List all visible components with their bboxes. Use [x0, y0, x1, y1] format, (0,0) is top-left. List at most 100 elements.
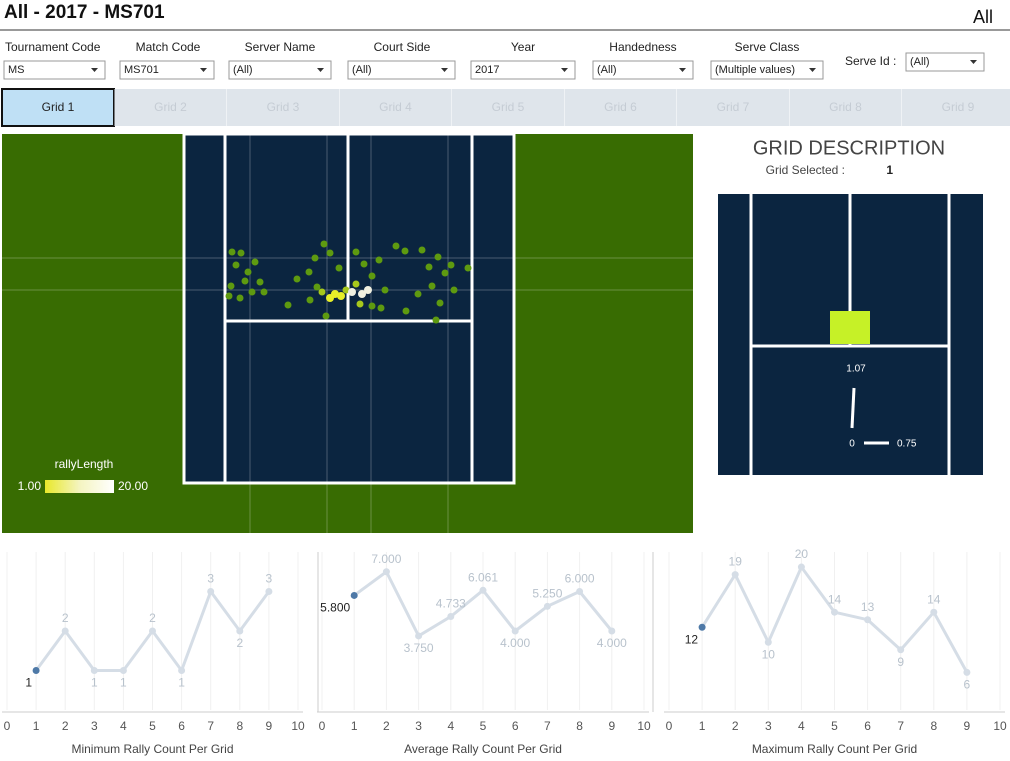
x-tick-label: 10 — [291, 719, 305, 733]
point — [447, 613, 455, 621]
filter-label: Serve Class — [735, 40, 800, 54]
legend-title: rallyLength — [55, 457, 114, 471]
x-tick-label: 8 — [930, 719, 937, 733]
x-tick-label: 0 — [4, 719, 11, 733]
dropdown-value: 2017 — [475, 64, 499, 76]
header-title: All - 2017 - MS701 — [4, 2, 165, 23]
point — [963, 668, 971, 676]
dropdown-arrow — [200, 68, 207, 72]
dropdown-value: (Multiple values) — [715, 64, 795, 76]
x-tick-label: 2 — [383, 719, 390, 733]
dropdown[interactable] — [119, 60, 215, 80]
x-tick-label: 3 — [765, 719, 772, 733]
tab-label: Grid 8 — [829, 100, 862, 114]
dropdown-value: (All) — [597, 64, 617, 76]
tab[interactable] — [1, 88, 115, 127]
x-tick-label: 3 — [415, 719, 422, 733]
tab[interactable] — [677, 89, 789, 126]
dropdown-arrow — [679, 68, 686, 72]
x-tick-label: 2 — [62, 719, 69, 733]
point — [764, 638, 772, 646]
tab[interactable] — [114, 89, 227, 126]
dropdown-arrow — [441, 68, 448, 72]
point — [119, 667, 127, 674]
point — [265, 588, 273, 595]
data-label: 5.250 — [532, 586, 562, 600]
dropdown[interactable] — [347, 60, 456, 80]
data-label: 4.000 — [500, 636, 530, 650]
x-tick-label: 5 — [149, 719, 156, 733]
x-tick-label: 5 — [831, 719, 838, 733]
point — [61, 627, 69, 635]
data-label: 4.733 — [436, 597, 466, 611]
point — [32, 667, 40, 674]
legend-gradient — [45, 480, 114, 493]
filter-label: Year — [511, 40, 535, 54]
x-tick-label: 7 — [897, 719, 904, 733]
tab-label: Grid 3 — [267, 100, 300, 114]
x-tick-label: 7 — [207, 719, 214, 733]
data-label: 2 — [62, 611, 69, 625]
point — [382, 568, 390, 576]
x-tick-label: 9 — [964, 719, 971, 733]
data-label: 9 — [897, 655, 904, 669]
x-tick-label: 10 — [637, 719, 651, 733]
selected-grid-cell — [830, 311, 870, 344]
dropdown[interactable] — [470, 60, 576, 80]
vector-line — [850, 387, 856, 429]
data-label: 4.000 — [597, 636, 627, 650]
point — [543, 602, 551, 610]
point — [178, 667, 186, 674]
dropdown[interactable] — [710, 60, 824, 80]
x-tick-label: 4 — [798, 719, 805, 733]
x-tick-label: 6 — [864, 719, 871, 733]
point — [207, 588, 215, 595]
data-label: 7.000 — [371, 552, 401, 566]
dropdown-value: (All) — [233, 64, 253, 76]
dropdown[interactable] — [592, 60, 694, 80]
x-tick-label: 5 — [480, 719, 487, 733]
data-label: 14 — [828, 592, 842, 606]
x-tick-label: 6 — [178, 719, 185, 733]
point — [236, 627, 244, 635]
data-label: 12 — [685, 632, 699, 646]
dropdown[interactable] — [228, 60, 332, 80]
filter-label: Serve Id : — [845, 54, 896, 68]
grid-description-title: GRID DESCRIPTION — [753, 137, 945, 159]
data-label: 13 — [861, 600, 875, 614]
x-tick-label: 8 — [236, 719, 243, 733]
point — [797, 563, 805, 571]
data-label: 3 — [207, 572, 214, 586]
point — [415, 632, 423, 640]
tab[interactable] — [452, 89, 564, 126]
tab-label: Grid 9 — [942, 100, 975, 114]
chart-title: Maximum Rally Count Per Grid — [752, 742, 917, 756]
point — [90, 667, 98, 674]
header-right: All — [973, 7, 993, 27]
data-label: 1 — [178, 676, 185, 690]
dropdown[interactable] — [3, 60, 106, 80]
data-label: 3.750 — [404, 641, 434, 655]
tab-label: Grid 7 — [717, 100, 750, 114]
data-label: 2 — [149, 611, 156, 625]
filter-label: Handedness — [609, 40, 676, 54]
tab[interactable] — [564, 89, 677, 126]
dropdown[interactable] — [905, 52, 985, 72]
tab[interactable] — [789, 89, 902, 126]
grid-selected-value: 1 — [886, 163, 893, 177]
tab-label: Grid 1 — [42, 100, 75, 114]
filter-label: Match Code — [136, 40, 201, 54]
data-label: 1 — [25, 676, 32, 690]
data-label: 5.800 — [320, 601, 350, 615]
point — [608, 627, 616, 635]
tab[interactable] — [339, 89, 452, 126]
tab[interactable] — [227, 89, 339, 126]
chart-title: Minimum Rally Count Per Grid — [71, 742, 233, 756]
tab[interactable] — [902, 89, 1010, 126]
x-tick-label: 7 — [544, 719, 551, 733]
point — [897, 646, 905, 654]
vector-label: 1.07 — [846, 364, 866, 375]
dropdown-value: (All) — [910, 56, 930, 68]
vector-label: 0 — [849, 439, 855, 450]
